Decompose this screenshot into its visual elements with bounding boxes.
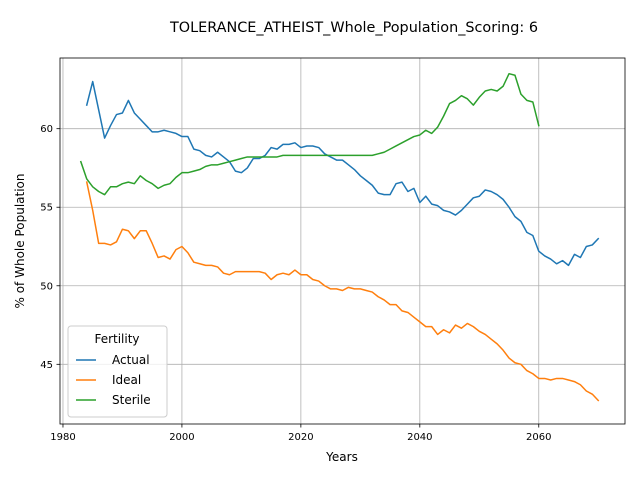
series-line-sterile — [79, 72, 540, 196]
x-tick-label: 2040 — [407, 432, 432, 443]
legend-box — [67, 325, 168, 418]
series-lines — [79, 72, 600, 402]
chart-title: TOLERANCE_ATHEIST_Whole_Population_Scori… — [169, 20, 538, 36]
x-tick-label: 1980 — [50, 432, 75, 443]
y-tick-label: 50 — [40, 281, 53, 292]
legend-label-sterile: Sterile — [112, 393, 151, 407]
plot-frame — [59, 57, 626, 425]
x-axis-label: Years — [325, 450, 358, 464]
axis-ticks: 1980 2000 2020 2040 2060 45 50 55 60 — [40, 124, 551, 443]
series-line-ideal — [85, 181, 600, 402]
x-tick-label: 2000 — [169, 432, 194, 443]
y-tick-label: 45 — [40, 360, 53, 371]
legend-label-actual: Actual — [112, 353, 150, 367]
legend-label-ideal: Ideal — [112, 373, 141, 387]
y-tick-label: 55 — [40, 203, 53, 214]
y-tick-label: 60 — [40, 124, 53, 135]
x-tick-label: 2020 — [288, 432, 313, 443]
gridlines — [60, 58, 625, 424]
series-line-actual — [85, 80, 600, 267]
legend-title: Fertility — [94, 332, 139, 346]
y-axis-label: % of Whole Population — [13, 174, 27, 309]
legend: Fertility Actual Ideal Sterile — [67, 325, 168, 418]
x-tick-label: 2060 — [526, 432, 551, 443]
